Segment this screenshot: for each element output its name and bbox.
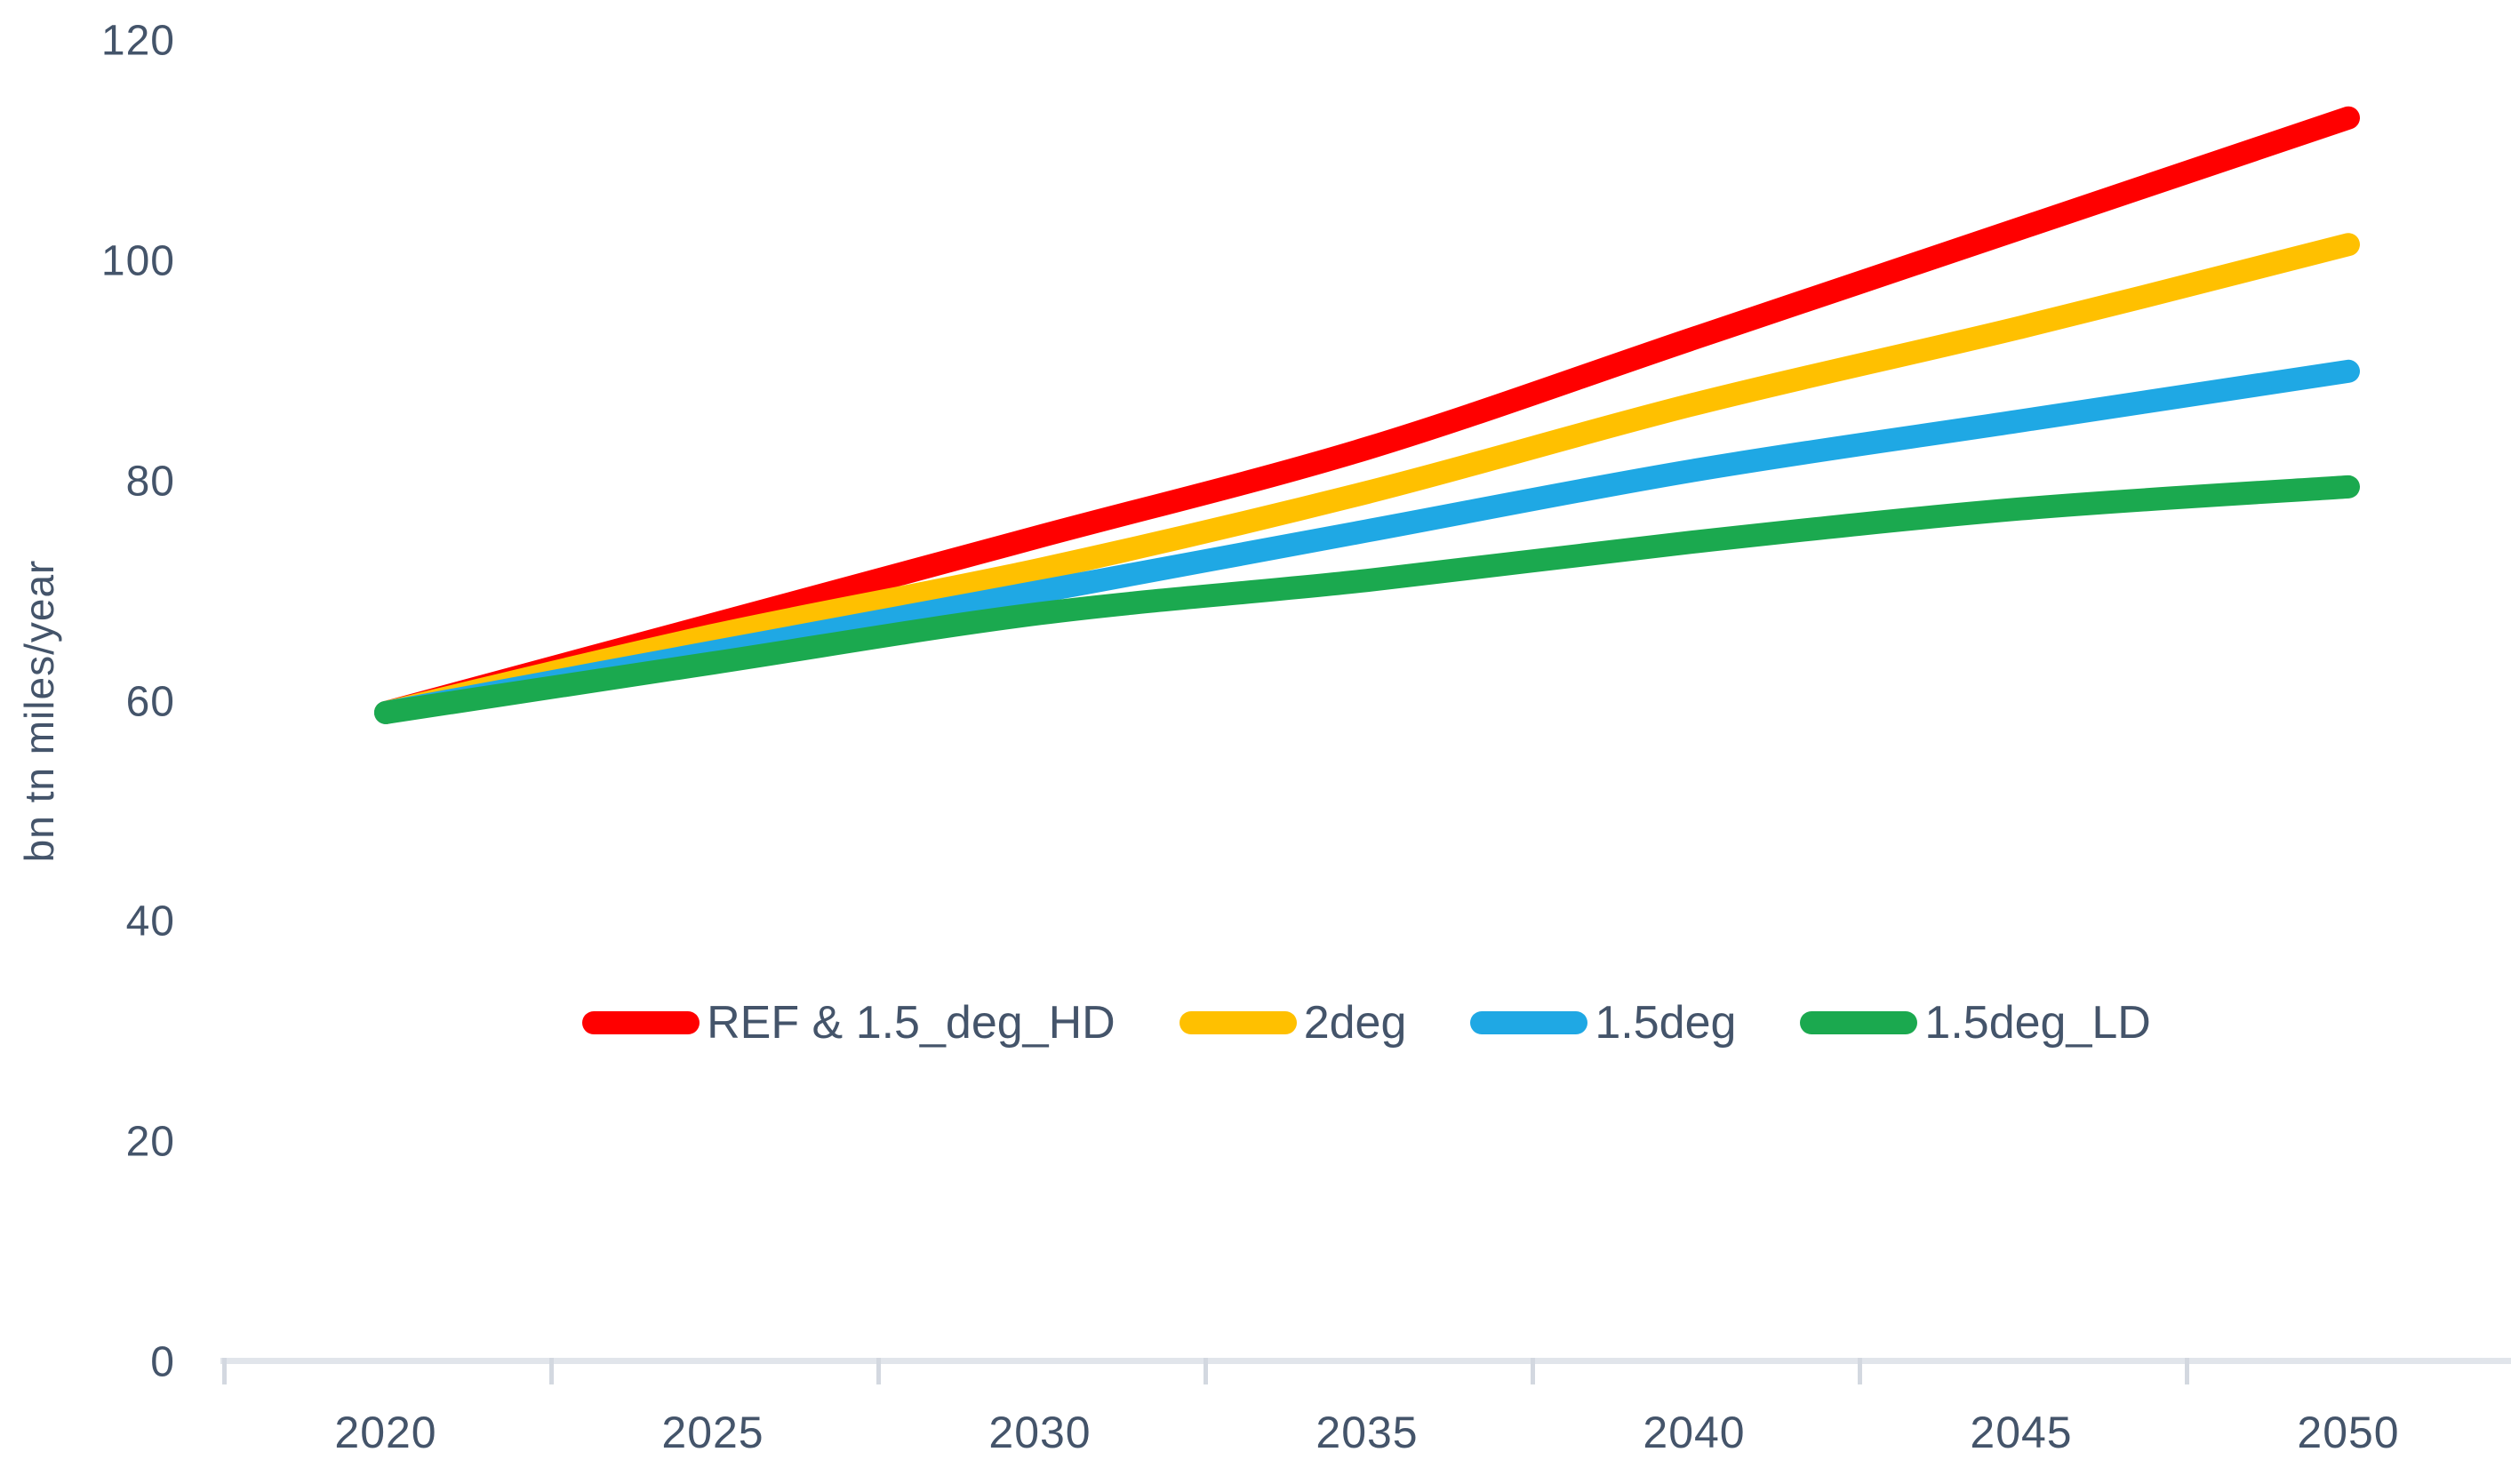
x-tick-label: 2035 (1315, 1408, 1419, 1457)
x-tick-label: 2020 (334, 1408, 437, 1457)
x-axis-tick (1204, 1358, 1208, 1384)
y-tick-label: 60 (125, 678, 175, 725)
legend-item: 2deg (1179, 996, 1407, 1049)
series-line-1-5deg-ld (374, 475, 2360, 724)
x-axis-tick (2185, 1358, 2189, 1384)
y-tick-label: 20 (125, 1118, 175, 1166)
legend-label: 1.5deg (1595, 997, 1737, 1049)
x-tick-label: 2050 (2297, 1408, 2400, 1457)
legend: REF & 1.5_deg_HD 2deg 1.5deg 1.5deg_LD (222, 992, 2511, 1054)
x-axis-tick (549, 1358, 554, 1384)
legend-line-swatch (582, 1011, 700, 1034)
y-tick-label: 0 (150, 1338, 175, 1386)
x-axis-tick (1858, 1358, 1862, 1384)
legend-item: 1.5deg (1470, 996, 1736, 1049)
series-line-2deg (374, 233, 2360, 724)
legend-line-swatch (1179, 1011, 1297, 1034)
x-axis-line (220, 1358, 2511, 1364)
y-tick-label: 120 (100, 17, 175, 65)
legend-line-swatch (1800, 1011, 1918, 1034)
x-tick-label: 2045 (1970, 1408, 2073, 1457)
x-axis-tick (1531, 1358, 1535, 1384)
x-axis-tick (222, 1358, 227, 1384)
legend-label: 1.5deg_LD (1924, 997, 2151, 1049)
x-tick-label: 2030 (988, 1408, 1092, 1457)
y-axis-title: bn tn miles/year (16, 559, 62, 863)
y-tick-label: 40 (125, 898, 175, 945)
legend-label: 2deg (1303, 997, 1407, 1049)
x-tick-label: 2040 (1643, 1408, 1746, 1457)
y-tick-label: 100 (100, 237, 175, 285)
legend-item: REF & 1.5_deg_HD (582, 996, 1116, 1049)
legend-item: 1.5deg_LD (1800, 996, 2151, 1049)
legend-label: REF & 1.5_deg_HD (707, 997, 1116, 1049)
y-tick-label: 80 (125, 458, 175, 506)
x-tick-label: 2025 (661, 1408, 764, 1457)
x-axis-tick (876, 1358, 881, 1384)
legend-line-swatch (1470, 1011, 1588, 1034)
